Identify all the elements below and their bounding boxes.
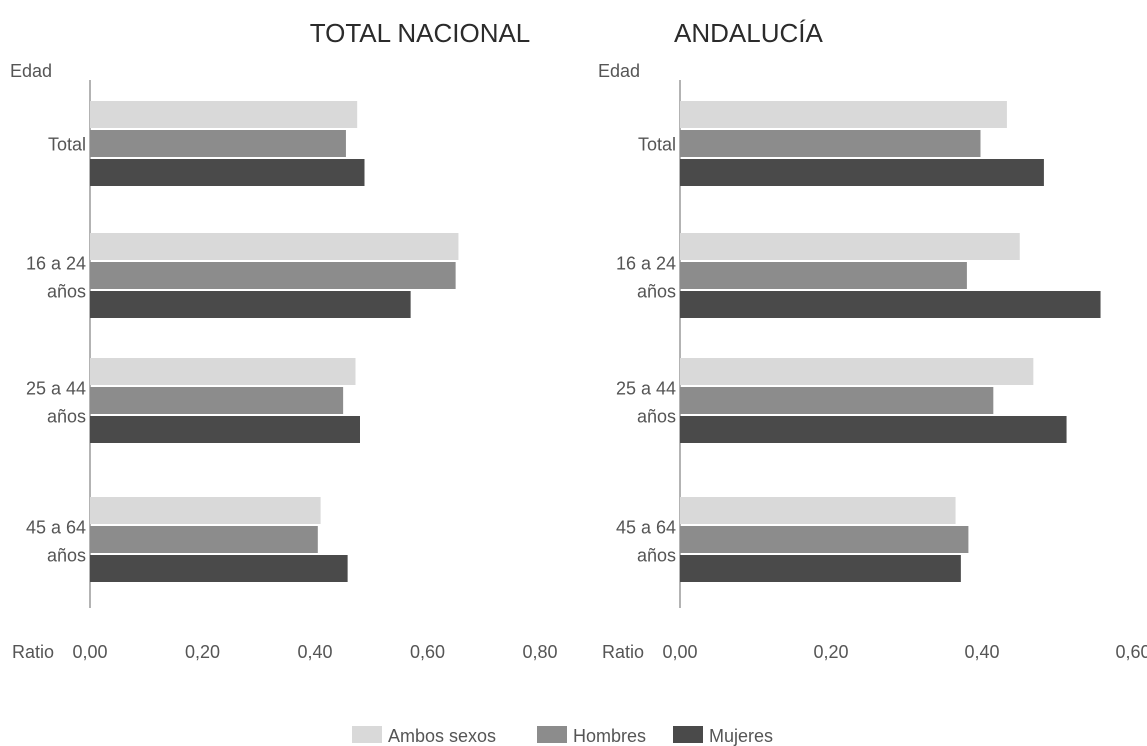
legend-swatch	[352, 726, 382, 743]
bar-mujeres-4	[680, 555, 961, 582]
x-tick-label: 0,40	[297, 642, 332, 662]
bar-ambos-sexos-3	[90, 358, 356, 385]
x-tick-label: 0,00	[662, 642, 697, 662]
bar-mujeres-4	[90, 555, 348, 582]
bar-ambos-sexos-2	[90, 233, 459, 260]
bar-ambos-sexos-4	[90, 497, 321, 524]
y-axis-label: Edad	[598, 61, 640, 81]
bar-hombres-3	[680, 387, 994, 414]
category-label-line2: años	[637, 407, 676, 427]
category-label: 45 a 64	[616, 518, 676, 538]
bar-ambos-sexos-1	[680, 101, 1007, 128]
category-label-line2: años	[637, 282, 676, 302]
category-label-line2: años	[47, 407, 86, 427]
legend-label: Mujeres	[709, 726, 773, 746]
bar-hombres-1	[680, 130, 981, 157]
chart-panel-1: TOTAL NACIONAL Edad Total 16 a 24 años 25 a 4…	[10, 18, 558, 662]
chart-title: TOTAL NACIONAL	[310, 18, 531, 48]
bar-hombres-2	[680, 262, 967, 289]
legend-label: Hombres	[573, 726, 646, 746]
bar-ambos-sexos-4	[680, 497, 956, 524]
x-tick-label: 0,20	[813, 642, 848, 662]
bar-mujeres-3	[90, 416, 360, 443]
x-tick-label: 0,40	[964, 642, 999, 662]
bar-hombres-4	[90, 526, 318, 553]
x-tick-label: 0,80	[522, 642, 557, 662]
legend-swatch	[673, 726, 703, 743]
legend-swatch	[537, 726, 567, 743]
category-label: 16 a 24	[616, 254, 676, 274]
bar-mujeres-1	[680, 159, 1044, 186]
bar-hombres-2	[90, 262, 456, 289]
category-label-line2: años	[47, 282, 86, 302]
x-tick-label: 0,60	[410, 642, 445, 662]
bar-mujeres-2	[90, 291, 411, 318]
x-tick-label: 0,00	[72, 642, 107, 662]
bar-mujeres-1	[90, 159, 365, 186]
x-tick-label: 0,20	[185, 642, 220, 662]
category-label: 25 a 44	[616, 379, 676, 399]
x-tick-label: 0,60	[1115, 642, 1147, 662]
bar-hombres-4	[680, 526, 969, 553]
chart-panel-2: ANDALUCÍA Edad Total 16 a 24 años 25 a 44 años…	[598, 18, 1147, 662]
bar-ambos-sexos-2	[680, 233, 1020, 260]
category-label: 45 a 64	[26, 518, 86, 538]
bar-ambos-sexos-1	[90, 101, 358, 128]
category-label: Total	[638, 135, 676, 155]
category-label: 16 a 24	[26, 254, 86, 274]
chart-title: ANDALUCÍA	[674, 18, 823, 48]
y-axis-label: Edad	[10, 61, 52, 81]
category-label-line2: años	[47, 546, 86, 566]
category-label: Total	[48, 135, 86, 155]
bar-mujeres-3	[680, 416, 1067, 443]
x-axis-label: Ratio	[602, 642, 644, 662]
bar-mujeres-2	[680, 291, 1101, 318]
category-label-line2: años	[637, 546, 676, 566]
category-label: 25 a 44	[26, 379, 86, 399]
x-axis-label: Ratio	[12, 642, 54, 662]
bar-hombres-3	[90, 387, 344, 414]
bar-hombres-1	[90, 130, 346, 157]
bar-ambos-sexos-3	[680, 358, 1034, 385]
legend-label: Ambos sexos	[388, 726, 496, 746]
legend: Ambos sexos Hombres Mujeres	[352, 726, 773, 746]
